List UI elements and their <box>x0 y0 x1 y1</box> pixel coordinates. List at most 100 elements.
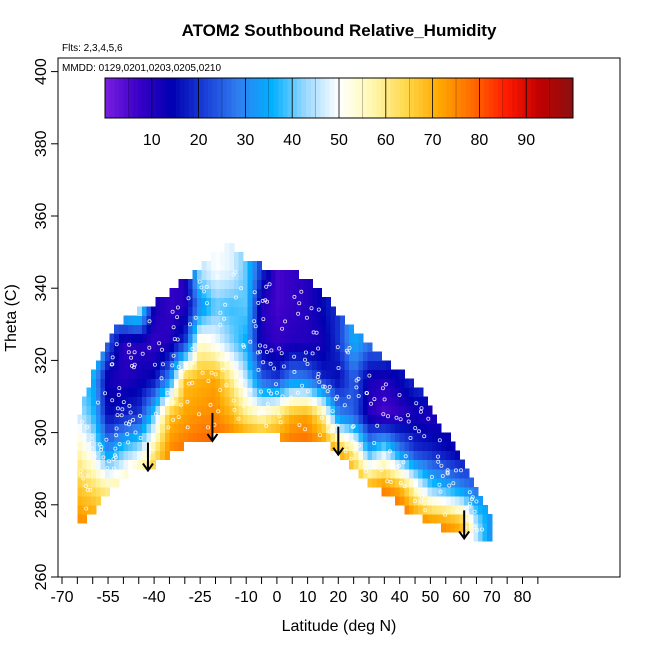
observation-marker <box>218 310 223 315</box>
observation-marker <box>218 265 223 270</box>
heatmap-cell <box>316 315 322 325</box>
heatmap-cell <box>289 279 295 289</box>
heatmap-cell <box>224 423 230 434</box>
heatmap-cell <box>229 288 235 298</box>
heatmap-cell <box>275 378 281 389</box>
heatmap-cell <box>358 441 364 452</box>
heatmap-cell <box>408 387 415 398</box>
heatmap-cell <box>455 477 461 488</box>
heatmap-cell <box>210 261 217 271</box>
heatmap-cell <box>197 270 203 280</box>
observation-marker <box>283 319 288 324</box>
heatmap-cell <box>178 288 184 298</box>
observation-marker <box>79 419 84 424</box>
heatmap-cell <box>151 387 157 398</box>
observation-marker <box>379 467 384 472</box>
heatmap-cell <box>445 495 451 506</box>
heatmap-cell <box>353 369 359 379</box>
heatmap-cell <box>316 360 322 370</box>
heatmap-cell <box>141 450 147 461</box>
heatmap-cell <box>266 270 272 280</box>
heatmap-cell <box>100 459 106 470</box>
heatmap-cell <box>367 342 373 352</box>
heatmap-cell <box>137 378 143 389</box>
heatmap-cell <box>82 414 88 425</box>
heatmap-cell <box>395 369 401 379</box>
heatmap-cell <box>399 396 405 407</box>
observation-marker <box>193 315 198 320</box>
heatmap-cell <box>450 450 456 461</box>
observation-marker <box>160 362 165 367</box>
observation-marker <box>429 474 434 479</box>
heatmap-cell <box>275 351 281 361</box>
observation-marker <box>413 426 418 431</box>
heatmap-cell <box>312 387 318 398</box>
heatmap-cell <box>183 423 189 434</box>
heatmap-cell <box>215 423 221 434</box>
heatmap-cell <box>109 468 115 479</box>
heatmap-cell <box>478 513 484 524</box>
heatmap-cell <box>197 288 203 298</box>
heatmap-cell <box>404 504 410 515</box>
heatmap-cell <box>224 252 230 262</box>
heatmap-cell <box>473 495 479 506</box>
heatmap-cell <box>77 486 83 497</box>
heatmap-cell <box>155 378 161 389</box>
heatmap-cell <box>284 405 290 416</box>
heatmap-cell <box>362 414 369 425</box>
heatmap-cell <box>289 270 295 280</box>
observation-marker <box>103 391 108 396</box>
heatmap-cell <box>91 396 97 407</box>
heatmap-cell <box>86 441 92 452</box>
heatmap-cell <box>381 387 387 398</box>
heatmap-cell <box>261 396 267 407</box>
observation-marker <box>222 316 227 321</box>
heatmap-cell <box>183 414 189 425</box>
heatmap-cell <box>164 324 170 334</box>
heatmap-cell <box>114 468 120 479</box>
heatmap-cell <box>339 351 345 361</box>
heatmap-cell <box>326 333 332 343</box>
heatmap-cell <box>358 360 364 370</box>
observation-marker <box>159 347 164 352</box>
observation-marker <box>453 468 458 473</box>
heatmap-cell <box>174 441 180 452</box>
observation-marker <box>209 370 214 375</box>
heatmap-cell <box>316 369 322 379</box>
heatmap-cell <box>192 333 198 343</box>
heatmap-cell <box>233 270 240 280</box>
x-tick-label: 60 <box>452 589 470 606</box>
heatmap-cell <box>256 378 263 389</box>
heatmap-cell <box>270 378 276 389</box>
heatmap-cell <box>155 306 161 316</box>
heatmap-cell <box>95 495 101 506</box>
heatmap-cell <box>229 324 235 334</box>
heatmap-cell <box>381 486 387 497</box>
observation-marker <box>350 424 355 429</box>
heatmap-cell <box>243 405 249 416</box>
heatmap-cell <box>367 468 373 479</box>
heatmap-cell <box>252 360 258 370</box>
heatmap-cell <box>252 423 258 434</box>
heatmap-cell <box>210 315 217 325</box>
heatmap-cell <box>381 441 387 452</box>
colorbar-tick-label: 30 <box>237 132 255 149</box>
heatmap-cell <box>132 351 138 361</box>
heatmap-cell <box>91 459 97 470</box>
observation-marker <box>261 360 266 365</box>
observation-markers <box>78 265 485 533</box>
heatmap-cell <box>468 513 474 524</box>
heatmap-cell <box>178 405 184 416</box>
heatmap-cell <box>192 288 198 298</box>
heatmap-cell <box>353 360 359 370</box>
heatmap-cell <box>100 450 106 461</box>
observation-marker <box>292 354 297 359</box>
heatmap-cell <box>109 333 115 343</box>
heatmap-cell <box>298 333 304 343</box>
heatmap-cell <box>233 414 240 425</box>
heatmap-cell <box>335 342 341 352</box>
heatmap-cell <box>362 459 369 470</box>
observation-marker <box>344 442 349 447</box>
heatmap-cell <box>132 405 138 416</box>
observation-marker <box>269 348 274 353</box>
